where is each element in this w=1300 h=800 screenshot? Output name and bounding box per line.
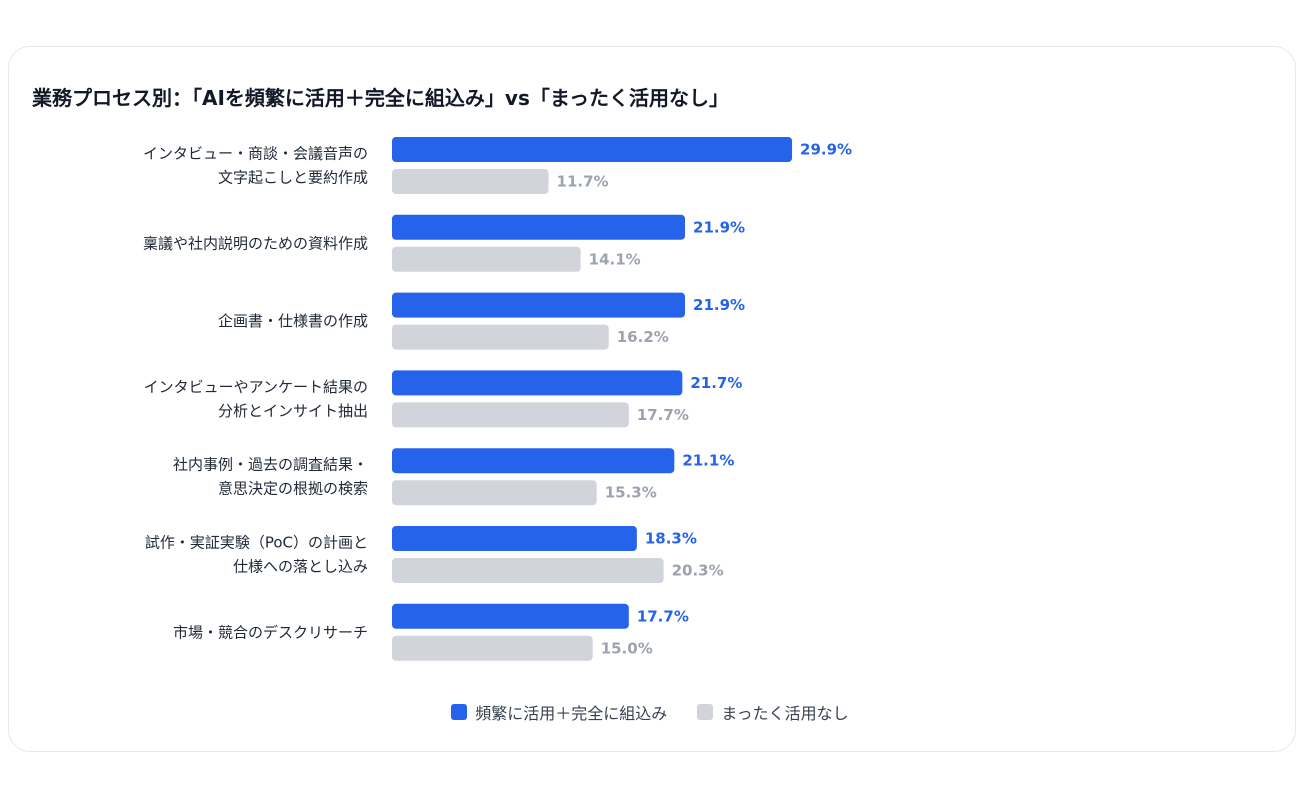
- bar-secondary: [392, 324, 609, 350]
- chart-card: [8, 46, 1296, 752]
- category-label: インタビューやアンケート結果の分析とインサイト抽出: [144, 378, 368, 420]
- value-label-secondary: 20.3%: [672, 562, 724, 580]
- category-label: 社内事例・過去の調査結果・意思決定の根拠の検索: [173, 456, 368, 498]
- value-label-secondary: 16.2%: [617, 328, 669, 346]
- bar-primary: [392, 137, 793, 162]
- bars: [392, 137, 793, 661]
- bar-secondary: [392, 635, 593, 661]
- bar-secondary: [392, 402, 629, 428]
- legend-swatch-secondary: [697, 704, 714, 720]
- value-label-primary: 18.3%: [645, 530, 697, 548]
- chart-title: 業務プロセス別：「AIを頻繁に活用＋完全に組込み」vs「まったく活用なし」: [32, 86, 730, 110]
- legend-label-primary: 頻繁に活用＋完全に組込み: [475, 704, 668, 723]
- bar-secondary: [392, 169, 549, 194]
- bar-secondary: [392, 558, 664, 583]
- value-label-secondary: 15.3%: [605, 484, 657, 502]
- category-label: 市場・競合のデスクリサーチ: [173, 623, 368, 641]
- value-label-secondary: 15.0%: [601, 639, 653, 657]
- value-label-primary: 21.9%: [693, 296, 745, 314]
- value-label-primary: 17.7%: [637, 607, 689, 625]
- bar-primary: [392, 603, 629, 629]
- legend-item-primary: 頻繁に活用＋完全に組込み: [451, 700, 667, 724]
- bar-primary: [392, 526, 637, 551]
- value-label-primary: 29.9%: [800, 141, 852, 159]
- value-labels: 29.9%11.7%21.9%14.1%21.9%16.2%21.7%17.7%…: [557, 141, 853, 658]
- category-label: インタビュー・商談・会議音声の文字起こしと要約作成: [143, 145, 368, 187]
- value-label-primary: 21.9%: [693, 218, 745, 236]
- value-label-secondary: 11.7%: [557, 173, 609, 191]
- legend-item-secondary: まったく活用なし: [697, 700, 849, 724]
- legend-swatch-primary: [451, 704, 468, 720]
- bar-secondary: [392, 246, 581, 272]
- bar-primary: [392, 370, 683, 396]
- category-labels: インタビュー・商談・会議音声の文字起こしと要約作成稟議や社内説明のための資料作成…: [143, 145, 368, 642]
- value-label-secondary: 14.1%: [589, 250, 641, 268]
- legend-label-secondary: まったく活用なし: [721, 704, 849, 723]
- category-label: 企画書・仕様書の作成: [218, 312, 368, 330]
- category-label: 試作・実証実験（PoC）の計画と仕様への落とし込み: [145, 534, 368, 576]
- value-label-primary: 21.7%: [690, 374, 742, 392]
- bar-primary: [392, 214, 686, 240]
- value-label-primary: 21.1%: [682, 452, 734, 470]
- bar-primary: [392, 292, 686, 318]
- bar-primary: [392, 448, 675, 474]
- legend: 頻繁に活用＋完全に組込み まったく活用なし: [0, 700, 1300, 724]
- bar-secondary: [392, 480, 597, 506]
- value-label-secondary: 17.7%: [637, 406, 689, 424]
- category-label: 稟議や社内説明のための資料作成: [143, 234, 368, 252]
